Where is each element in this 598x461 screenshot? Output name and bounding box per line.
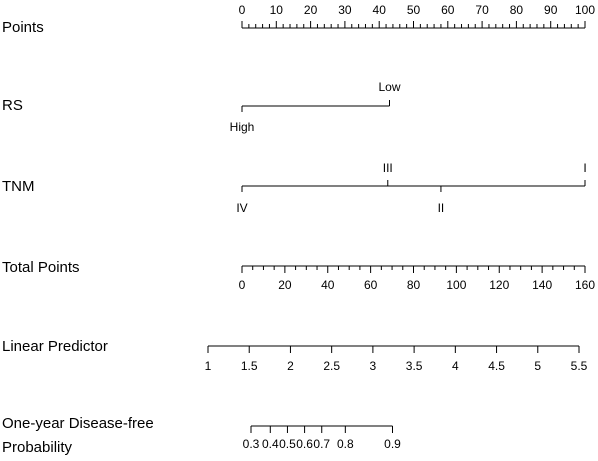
points-tick-label: 40 — [373, 3, 387, 17]
linear-predictor-tick-label: 2 — [287, 359, 294, 373]
total-points-tick-label: 80 — [407, 278, 421, 292]
tnm-level-label: II — [438, 201, 445, 215]
linear-predictor-tick-label: 3 — [370, 359, 377, 373]
points-tick-label: 80 — [510, 3, 524, 17]
points-tick-label: 10 — [270, 3, 284, 17]
total-points-tick-label: 120 — [489, 278, 509, 292]
points-tick-label: 0 — [239, 3, 246, 17]
linear-predictor-tick-label: 3.5 — [406, 359, 423, 373]
total-points-tick-label: 100 — [446, 278, 466, 292]
rs-level-label: Low — [378, 80, 400, 94]
probability-tick-label: 0.9 — [384, 437, 401, 451]
linear-predictor-tick-label: 1.5 — [241, 359, 258, 373]
probability-tick-label: 0.6 — [296, 437, 313, 451]
rs-level-label: High — [230, 120, 255, 134]
linear-predictor-tick-label: 1 — [205, 359, 212, 373]
tnm-level-label: III — [383, 161, 393, 175]
row-label-linear-predictor: Linear Predictor — [2, 338, 108, 355]
linear-predictor-tick-label: 2.5 — [323, 359, 340, 373]
row-label-probability-line2: Probability — [2, 439, 73, 456]
points-tick-label: 20 — [304, 3, 318, 17]
linear-predictor-tick-label: 5 — [534, 359, 541, 373]
row-label-rs: RS — [2, 97, 23, 114]
linear-predictor-tick-label: 5.5 — [571, 359, 588, 373]
tnm-level-label: I — [583, 161, 586, 175]
probability-tick-label: 0.7 — [313, 437, 330, 451]
tnm-level-label: IV — [236, 201, 247, 215]
total-points-tick-label: 40 — [321, 278, 335, 292]
points-tick-label: 70 — [475, 3, 489, 17]
total-points-tick-label: 140 — [532, 278, 552, 292]
points-tick-label: 50 — [407, 3, 421, 17]
total-points-tick-label: 60 — [364, 278, 378, 292]
total-points-tick-label: 0 — [239, 278, 246, 292]
row-label-tnm: TNM — [2, 178, 35, 195]
probability-tick-label: 0.5 — [279, 437, 296, 451]
total-points-tick-label: 160 — [575, 278, 595, 292]
points-tick-label: 60 — [441, 3, 455, 17]
points-tick-label: 90 — [544, 3, 558, 17]
linear-predictor-tick-label: 4.5 — [488, 359, 505, 373]
total-points-tick-label: 20 — [278, 278, 292, 292]
points-tick-label: 30 — [338, 3, 352, 17]
probability-tick-label: 0.4 — [262, 437, 279, 451]
linear-predictor-tick-label: 4 — [452, 359, 459, 373]
row-label-total-points: Total Points — [2, 259, 80, 276]
row-label-points: Points — [2, 19, 44, 36]
probability-tick-label: 0.8 — [337, 437, 354, 451]
row-label-probability-line1: One-year Disease-free — [2, 415, 154, 432]
points-tick-label: 100 — [575, 3, 595, 17]
probability-tick-label: 0.3 — [243, 437, 260, 451]
